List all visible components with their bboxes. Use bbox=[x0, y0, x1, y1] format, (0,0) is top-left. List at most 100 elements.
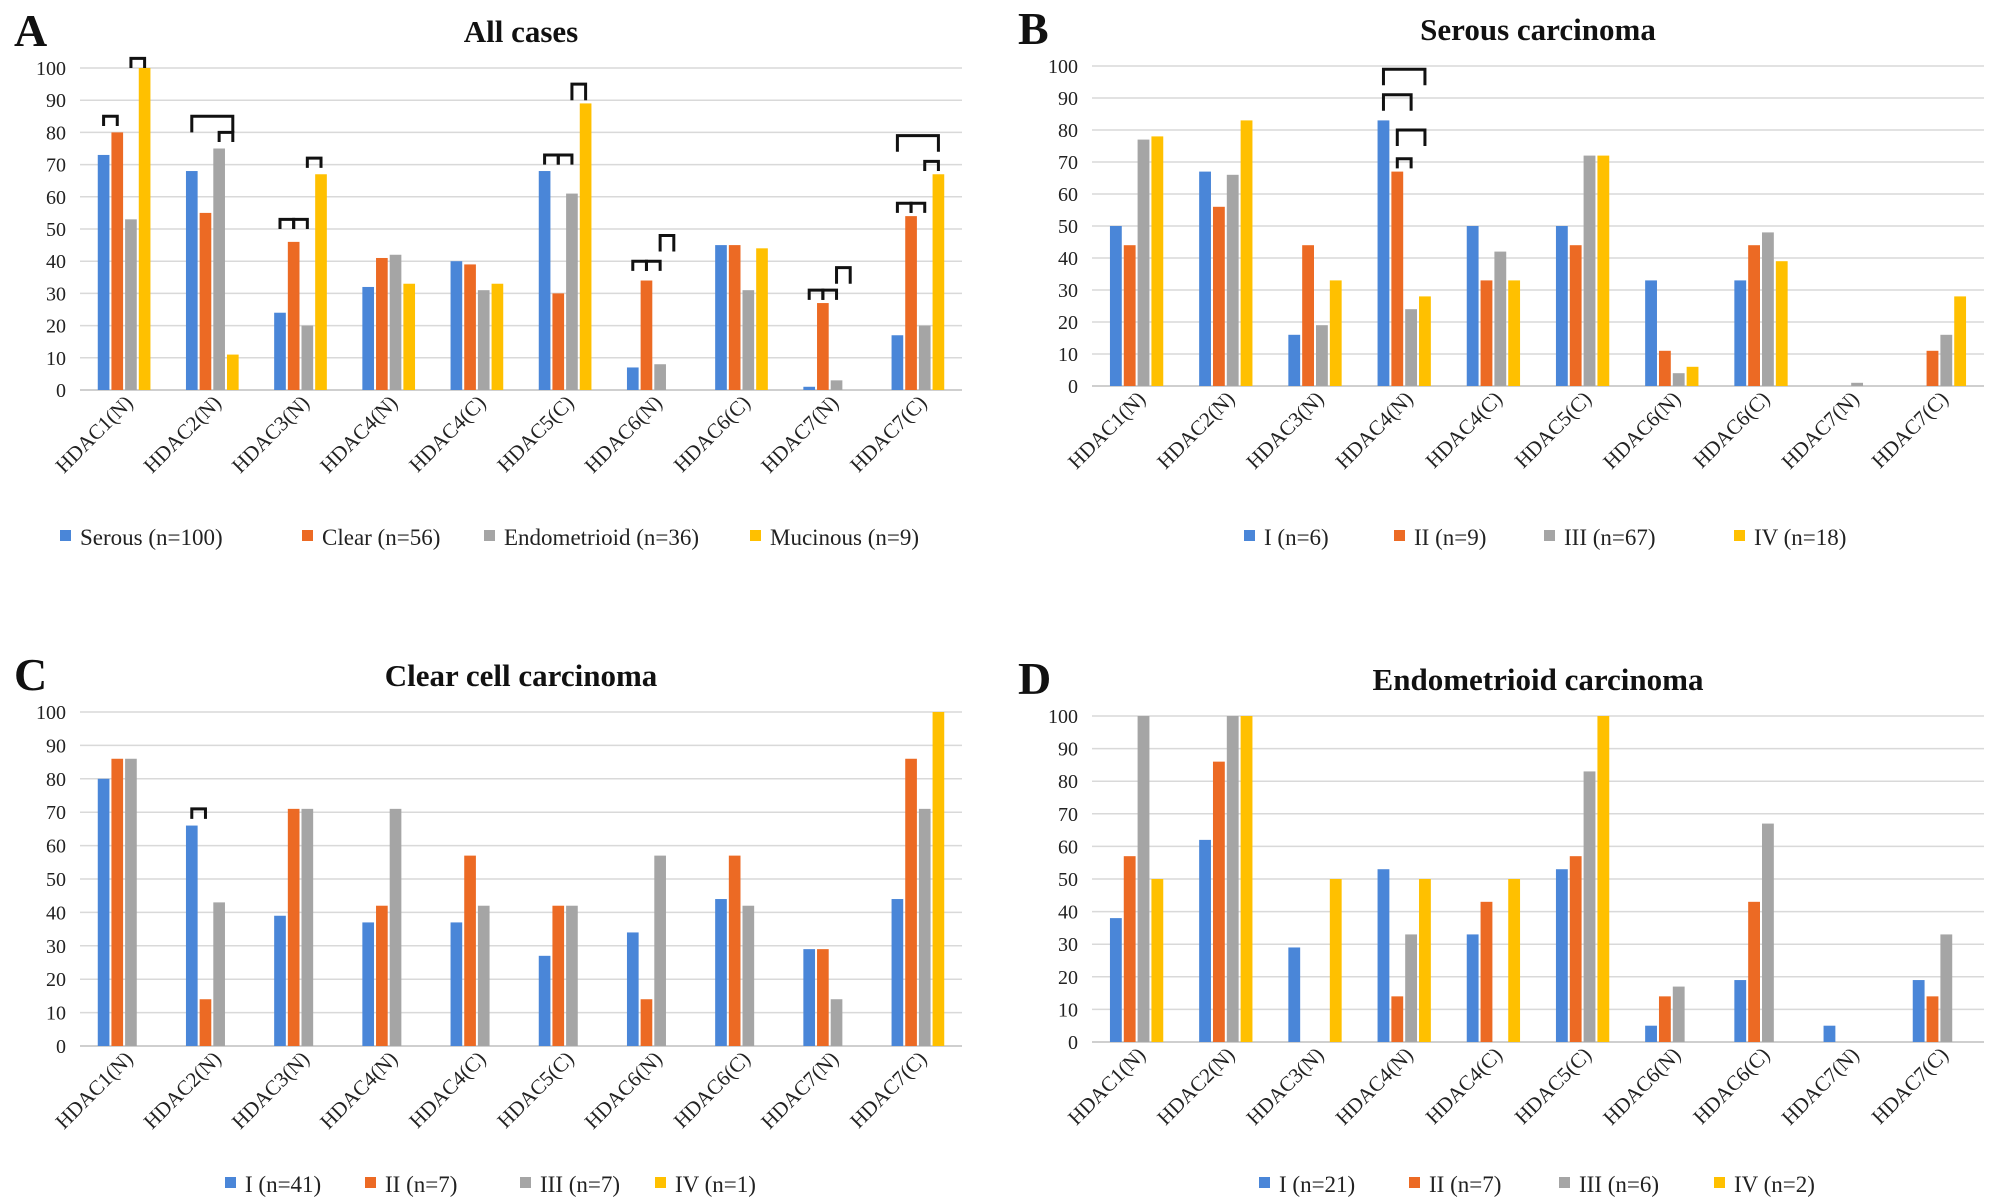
legend-swatch bbox=[750, 530, 761, 541]
bar bbox=[185, 171, 198, 390]
bar bbox=[111, 132, 124, 390]
y-tick-label: 70 bbox=[46, 155, 66, 177]
bar bbox=[1466, 934, 1479, 1042]
bar bbox=[274, 312, 286, 390]
y-tick-label: 100 bbox=[1048, 706, 1078, 728]
bar bbox=[376, 257, 388, 390]
significance-bracket bbox=[278, 217, 296, 229]
bar bbox=[742, 290, 755, 390]
chart-title: Clear cell carcinoma bbox=[385, 658, 658, 693]
y-tick-label: 70 bbox=[46, 802, 66, 824]
bar bbox=[1762, 823, 1774, 1042]
bar bbox=[1851, 382, 1864, 386]
bar bbox=[213, 902, 225, 1046]
bar bbox=[1672, 986, 1685, 1042]
significance-bracket bbox=[292, 217, 309, 229]
legend-label: II (n=7) bbox=[1429, 1172, 1501, 1197]
bar bbox=[1212, 761, 1225, 1042]
bar bbox=[1329, 879, 1342, 1042]
x-tick-label: HDAC7(N) bbox=[756, 1047, 843, 1134]
y-tick-label: 80 bbox=[46, 122, 66, 144]
y-tick-label: 40 bbox=[1058, 902, 1078, 924]
bar bbox=[1734, 280, 1747, 386]
bar bbox=[1597, 155, 1610, 386]
y-tick-label: 60 bbox=[46, 836, 66, 858]
bar bbox=[287, 241, 300, 390]
panel-label: A bbox=[14, 5, 47, 56]
bar bbox=[199, 999, 212, 1046]
bar bbox=[1940, 934, 1953, 1042]
x-tick-label: HDAC2(N) bbox=[1152, 1043, 1239, 1130]
y-tick-label: 60 bbox=[1058, 836, 1078, 858]
bar bbox=[1226, 174, 1239, 386]
bar bbox=[803, 949, 816, 1046]
bar bbox=[918, 325, 931, 390]
bar bbox=[756, 248, 768, 390]
bar bbox=[1329, 280, 1342, 386]
bar bbox=[1658, 996, 1671, 1042]
y-tick-label: 10 bbox=[1058, 344, 1078, 366]
x-tick-label: HDAC3(N) bbox=[1241, 387, 1328, 474]
x-tick-label: HDAC4(C) bbox=[1421, 1043, 1507, 1129]
bar bbox=[1377, 120, 1390, 387]
bar bbox=[932, 174, 945, 390]
legend-swatch bbox=[520, 1177, 531, 1188]
bar bbox=[1391, 996, 1404, 1042]
significance-bracket bbox=[923, 159, 940, 172]
x-tick-label: HDAC4(N) bbox=[1331, 1043, 1418, 1130]
bar bbox=[932, 712, 945, 1046]
bar bbox=[742, 905, 755, 1046]
y-tick-label: 50 bbox=[46, 219, 66, 241]
y-tick-label: 10 bbox=[46, 348, 66, 370]
bar bbox=[566, 905, 578, 1046]
bar bbox=[1583, 771, 1596, 1042]
y-tick-label: 40 bbox=[1058, 248, 1078, 270]
bar bbox=[1823, 1025, 1836, 1042]
significance-bracket bbox=[895, 134, 940, 152]
y-tick-label: 10 bbox=[1058, 999, 1078, 1021]
y-tick-label: 0 bbox=[56, 380, 66, 402]
bar bbox=[1762, 232, 1774, 386]
y-tick-label: 20 bbox=[1058, 312, 1078, 334]
legend-label: Mucinous (n=9) bbox=[770, 525, 919, 550]
x-tick-label: HDAC2(N) bbox=[1152, 387, 1239, 474]
bar bbox=[1912, 980, 1925, 1042]
x-tick-label: HDAC1(N) bbox=[1063, 387, 1150, 474]
bar bbox=[1480, 901, 1493, 1042]
y-tick-label: 40 bbox=[46, 902, 66, 924]
significance-bracket bbox=[129, 56, 147, 68]
bar bbox=[830, 999, 843, 1046]
bar bbox=[1391, 171, 1404, 386]
bar bbox=[1151, 879, 1164, 1042]
bar bbox=[287, 808, 300, 1046]
bar bbox=[1123, 245, 1136, 386]
bar bbox=[403, 283, 416, 390]
x-tick-label: HDAC6(N) bbox=[1598, 1043, 1685, 1130]
x-tick-label: HDAC4(N) bbox=[315, 391, 402, 478]
y-tick-label: 80 bbox=[1058, 771, 1078, 793]
x-tick-label: HDAC2(N) bbox=[139, 391, 226, 478]
y-tick-label: 90 bbox=[1058, 739, 1078, 761]
bar bbox=[1555, 869, 1568, 1042]
legend-label: IV (n=18) bbox=[1754, 525, 1846, 550]
bar bbox=[1109, 226, 1122, 386]
y-tick-label: 100 bbox=[36, 58, 66, 80]
panel-label: B bbox=[1018, 3, 1049, 54]
bar bbox=[552, 905, 565, 1046]
y-tick-label: 60 bbox=[1058, 184, 1078, 206]
x-tick-label: HDAC3(N) bbox=[227, 391, 314, 478]
bar bbox=[1405, 934, 1418, 1042]
chart-endometrioid-carcinoma: D Endometrioid carcinoma 0 10 20 30 40 50 60 70 80… bbox=[1018, 653, 1984, 1197]
bar bbox=[1734, 980, 1747, 1042]
y-tick-label: 70 bbox=[1058, 804, 1078, 826]
x-tick-label: HDAC4(N) bbox=[315, 1047, 402, 1134]
bar bbox=[1748, 245, 1760, 386]
bar bbox=[728, 855, 741, 1046]
bar bbox=[715, 245, 727, 390]
significance-bracket bbox=[909, 201, 927, 213]
bar bbox=[1748, 901, 1760, 1042]
legend-label: IV (n=2) bbox=[1734, 1172, 1815, 1197]
x-tick-label: HDAC2(N) bbox=[139, 1047, 226, 1134]
bar bbox=[640, 999, 653, 1046]
legend-swatch bbox=[1409, 1177, 1420, 1188]
